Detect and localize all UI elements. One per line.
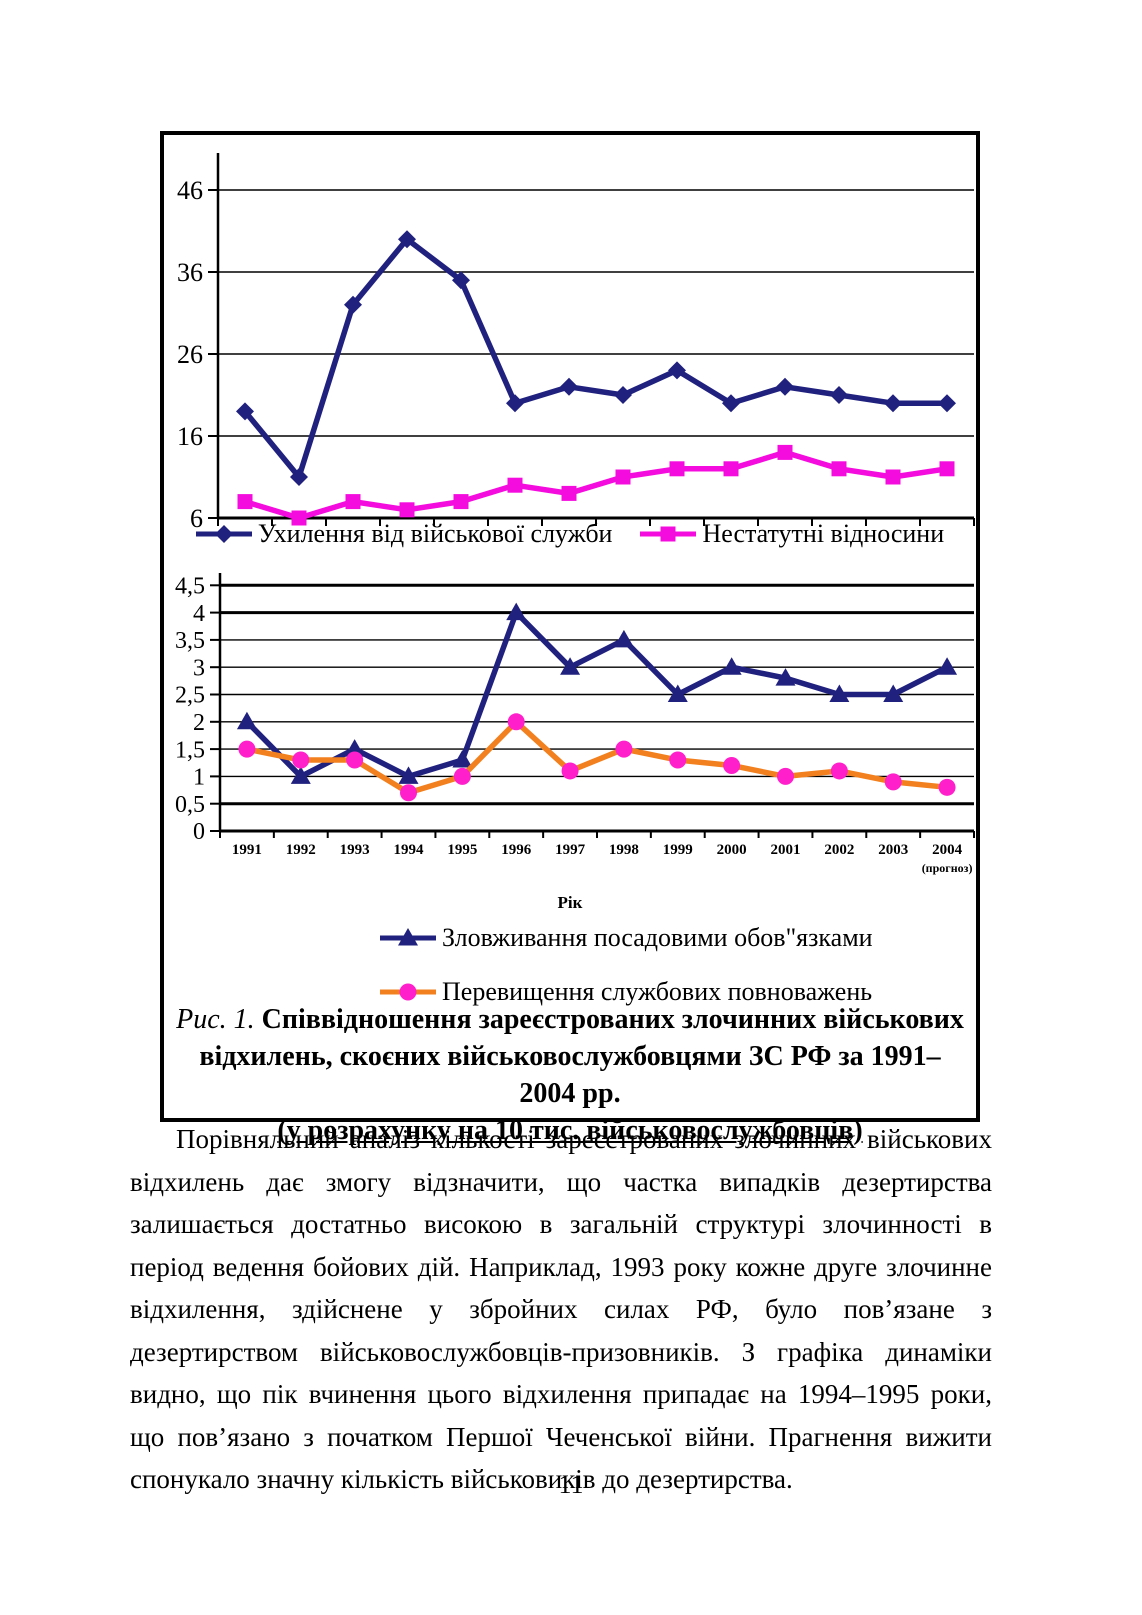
top-line-chart: 6 16 26 36 46 xyxy=(177,153,975,533)
legend-label: Зловживання посадовими обов"язками xyxy=(442,923,873,952)
top-chart-legend: Ухилення від військової служби Нестатутн… xyxy=(164,519,976,549)
legend-label: Ухилення від військової служби xyxy=(257,519,613,548)
svg-text:2004: 2004 xyxy=(932,842,963,858)
svg-text:1: 1 xyxy=(193,765,205,791)
square-line-legend-icon xyxy=(640,526,697,542)
svg-text:3,5: 3,5 xyxy=(175,628,205,654)
svg-text:26: 26 xyxy=(177,340,203,369)
svg-text:2003: 2003 xyxy=(878,842,908,858)
figure-1-frame: 6 16 26 36 46 Ухилення від військової служби… xyxy=(160,131,980,1146)
legend-item-evasion: Ухилення від військової служби xyxy=(195,519,613,549)
svg-text:2001: 2001 xyxy=(771,842,801,858)
figure-caption: Рис. 1. Співвідношення зареєстрованих зл… xyxy=(164,1001,976,1149)
svg-text:4,5: 4,5 xyxy=(175,573,205,599)
legend-label: Нестатутні відносини xyxy=(702,519,945,548)
legend-item-abuse: Зловживання посадовими обов"язками xyxy=(380,923,873,953)
svg-text:2: 2 xyxy=(193,710,205,736)
figure-caption-title: Співвідношення зареєстрованих злочинних … xyxy=(199,1004,964,1109)
svg-text:(прогноз): (прогноз) xyxy=(922,861,973,875)
svg-text:1998: 1998 xyxy=(609,842,639,858)
body-paragraph: Порівняльний аналіз кількості зареєстров… xyxy=(130,1124,992,1494)
svg-text:2002: 2002 xyxy=(824,842,854,858)
svg-text:1997: 1997 xyxy=(555,842,586,858)
page-number: 11 xyxy=(558,1470,584,1499)
svg-text:16: 16 xyxy=(177,422,203,451)
svg-text:1996: 1996 xyxy=(501,842,532,858)
svg-text:2,5: 2,5 xyxy=(175,683,205,709)
svg-text:2000: 2000 xyxy=(717,842,747,858)
svg-text:36: 36 xyxy=(177,258,203,287)
legend-label: Перевищення службових повноважень xyxy=(442,977,873,1006)
svg-text:1991: 1991 xyxy=(232,842,262,858)
triangle-line-legend-icon xyxy=(380,928,436,946)
svg-text:3: 3 xyxy=(193,655,205,681)
diamond-line-legend-icon xyxy=(195,525,252,543)
bottom-chart-legend: Зловживання посадовими обов"язками Перев… xyxy=(380,923,873,1007)
svg-text:0: 0 xyxy=(193,819,205,845)
x-axis-title: Рік xyxy=(557,893,583,912)
svg-text:1993: 1993 xyxy=(340,842,370,858)
svg-text:4: 4 xyxy=(193,601,205,627)
circle-line-legend-icon xyxy=(380,983,436,1001)
svg-text:1992: 1992 xyxy=(286,842,316,858)
svg-text:1,5: 1,5 xyxy=(175,737,205,763)
svg-text:1995: 1995 xyxy=(447,842,477,858)
figure-caption-number: Рис. 1. xyxy=(176,1004,255,1035)
svg-text:46: 46 xyxy=(177,176,203,205)
legend-item-excess: Перевищення службових повноважень xyxy=(380,977,873,1007)
bottom-line-chart: 00,511,522,533,544,5 1991 1992 1993 1994 1995… xyxy=(175,573,975,875)
svg-text:1994: 1994 xyxy=(394,842,425,858)
legend-item-hazing: Нестатутні відносини xyxy=(640,519,944,549)
svg-text:1999: 1999 xyxy=(663,842,693,858)
figure-caption-note: (у розрахунку на 10 тис. військовослужбо… xyxy=(277,1115,863,1146)
svg-text:6: 6 xyxy=(190,504,203,533)
svg-text:0,5: 0,5 xyxy=(175,792,205,818)
